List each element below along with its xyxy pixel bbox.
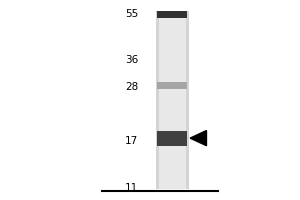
Bar <box>159 11 186 189</box>
Text: 17: 17 <box>125 136 138 146</box>
Text: 28: 28 <box>125 82 138 92</box>
Polygon shape <box>190 131 206 146</box>
Text: 55: 55 <box>125 9 138 19</box>
Bar <box>158 131 187 146</box>
Bar <box>156 11 189 189</box>
Bar <box>158 11 187 18</box>
Bar <box>158 82 187 89</box>
Text: 11: 11 <box>125 183 138 193</box>
Text: 36: 36 <box>125 55 138 65</box>
